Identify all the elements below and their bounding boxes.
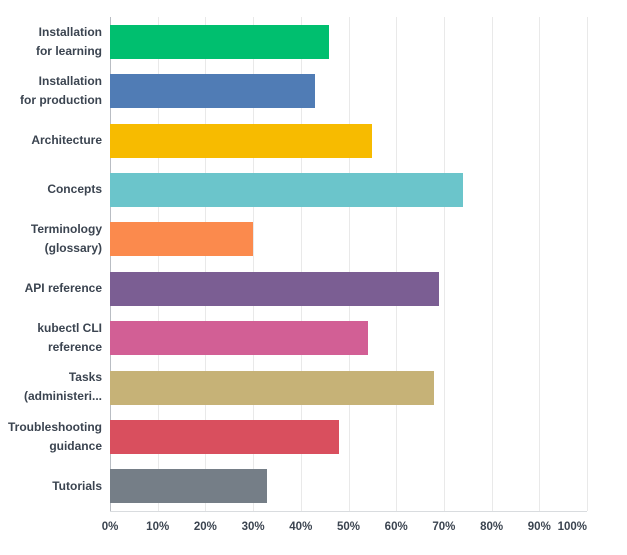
gridline-100%: [587, 17, 588, 511]
x-tick-label-60%: 60%: [384, 521, 408, 533]
category-label-3: Architecture: [31, 132, 102, 147]
bar-10: [110, 469, 268, 504]
category-label-7: kubectl CLI reference: [37, 321, 102, 355]
bar-9: [110, 419, 339, 454]
gridline-50%: [348, 17, 350, 511]
bar-4: [110, 172, 463, 207]
gridline-90%: [539, 17, 541, 511]
x-tick-label-40%: 40%: [289, 521, 313, 533]
bar-6: [110, 271, 440, 306]
category-label-6: API reference: [24, 281, 102, 296]
gridline-40%: [300, 17, 302, 511]
gridline-20%: [205, 17, 207, 511]
x-tick-label-90%: 90%: [527, 521, 551, 533]
bar-1: [110, 24, 330, 59]
bar-8: [110, 370, 435, 405]
category-label-10: Tutorials: [52, 478, 102, 493]
category-axis: Installation for learning Installation fo…: [0, 17, 102, 511]
gridline-80%: [491, 17, 493, 511]
gridline-10%: [157, 17, 159, 511]
x-tick-label-70%: 70%: [432, 521, 456, 533]
bar-7: [110, 321, 368, 356]
bar-3: [110, 123, 373, 158]
bar-2: [110, 74, 316, 109]
x-tick-label-0%: 0%: [101, 521, 119, 533]
gridline-60%: [396, 17, 398, 511]
gridline-30%: [253, 17, 255, 511]
category-label-4: Concepts: [47, 182, 102, 197]
category-label-2: Installation for production: [20, 74, 102, 108]
plot-area: [110, 17, 588, 512]
x-tick-label-20%: 20%: [193, 521, 217, 533]
x-axis-line: [110, 511, 587, 512]
gridline-70%: [443, 17, 445, 511]
x-tick-label-80%: 80%: [480, 521, 504, 533]
x-tick-label-100%: 100%: [557, 521, 587, 533]
x-tick-label-50%: 50%: [336, 521, 361, 533]
bar-5: [110, 222, 254, 257]
category-label-1: Installation for learning: [35, 24, 102, 58]
category-label-9: Troubleshooting guidance: [8, 419, 102, 453]
x-tick-label-30%: 30%: [241, 521, 265, 533]
category-label-8: Tasks (administeri...: [23, 370, 102, 404]
y-axis-line: [110, 17, 111, 511]
category-label-5: Terminology (glossary): [30, 222, 102, 256]
x-tick-label-10%: 10%: [146, 521, 170, 533]
